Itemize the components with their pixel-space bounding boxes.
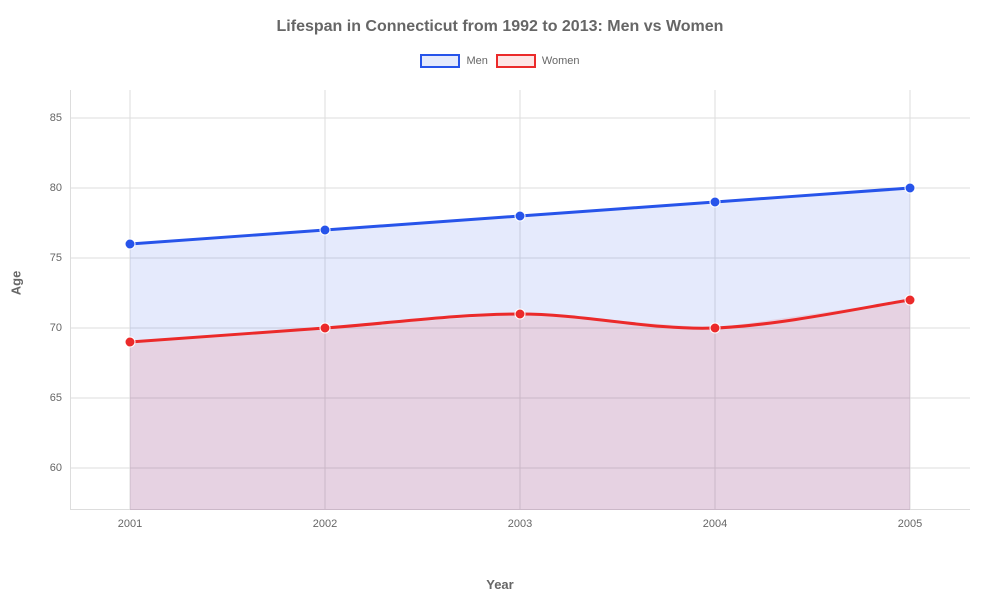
- y-tick-label: 80: [50, 182, 70, 194]
- y-tick-label: 70: [50, 322, 70, 334]
- y-axis-label: Age: [9, 271, 24, 296]
- x-tick-label: 2004: [703, 510, 727, 530]
- y-tick-label: 85: [50, 112, 70, 124]
- legend-label-men: Men: [466, 55, 487, 67]
- legend-item-women: Women: [496, 54, 580, 68]
- legend-label-women: Women: [542, 55, 580, 67]
- y-tick-label: 60: [50, 462, 70, 474]
- x-tick-label: 2002: [313, 510, 337, 530]
- x-axis-label: Year: [0, 577, 1000, 592]
- legend-item-men: Men: [420, 54, 487, 68]
- chart-container: Lifespan in Connecticut from 1992 to 201…: [0, 0, 1000, 600]
- legend-swatch-women: [496, 54, 536, 68]
- plot-area: 60657075808520012002200320042005: [70, 90, 970, 510]
- chart-svg: [70, 90, 970, 510]
- x-tick-label: 2003: [508, 510, 532, 530]
- y-tick-label: 65: [50, 392, 70, 404]
- legend: Men Women: [0, 54, 1000, 68]
- x-tick-label: 2005: [898, 510, 922, 530]
- legend-swatch-men: [420, 54, 460, 68]
- chart-title: Lifespan in Connecticut from 1992 to 201…: [0, 18, 1000, 36]
- x-tick-label: 2001: [118, 510, 142, 530]
- y-tick-label: 75: [50, 252, 70, 264]
